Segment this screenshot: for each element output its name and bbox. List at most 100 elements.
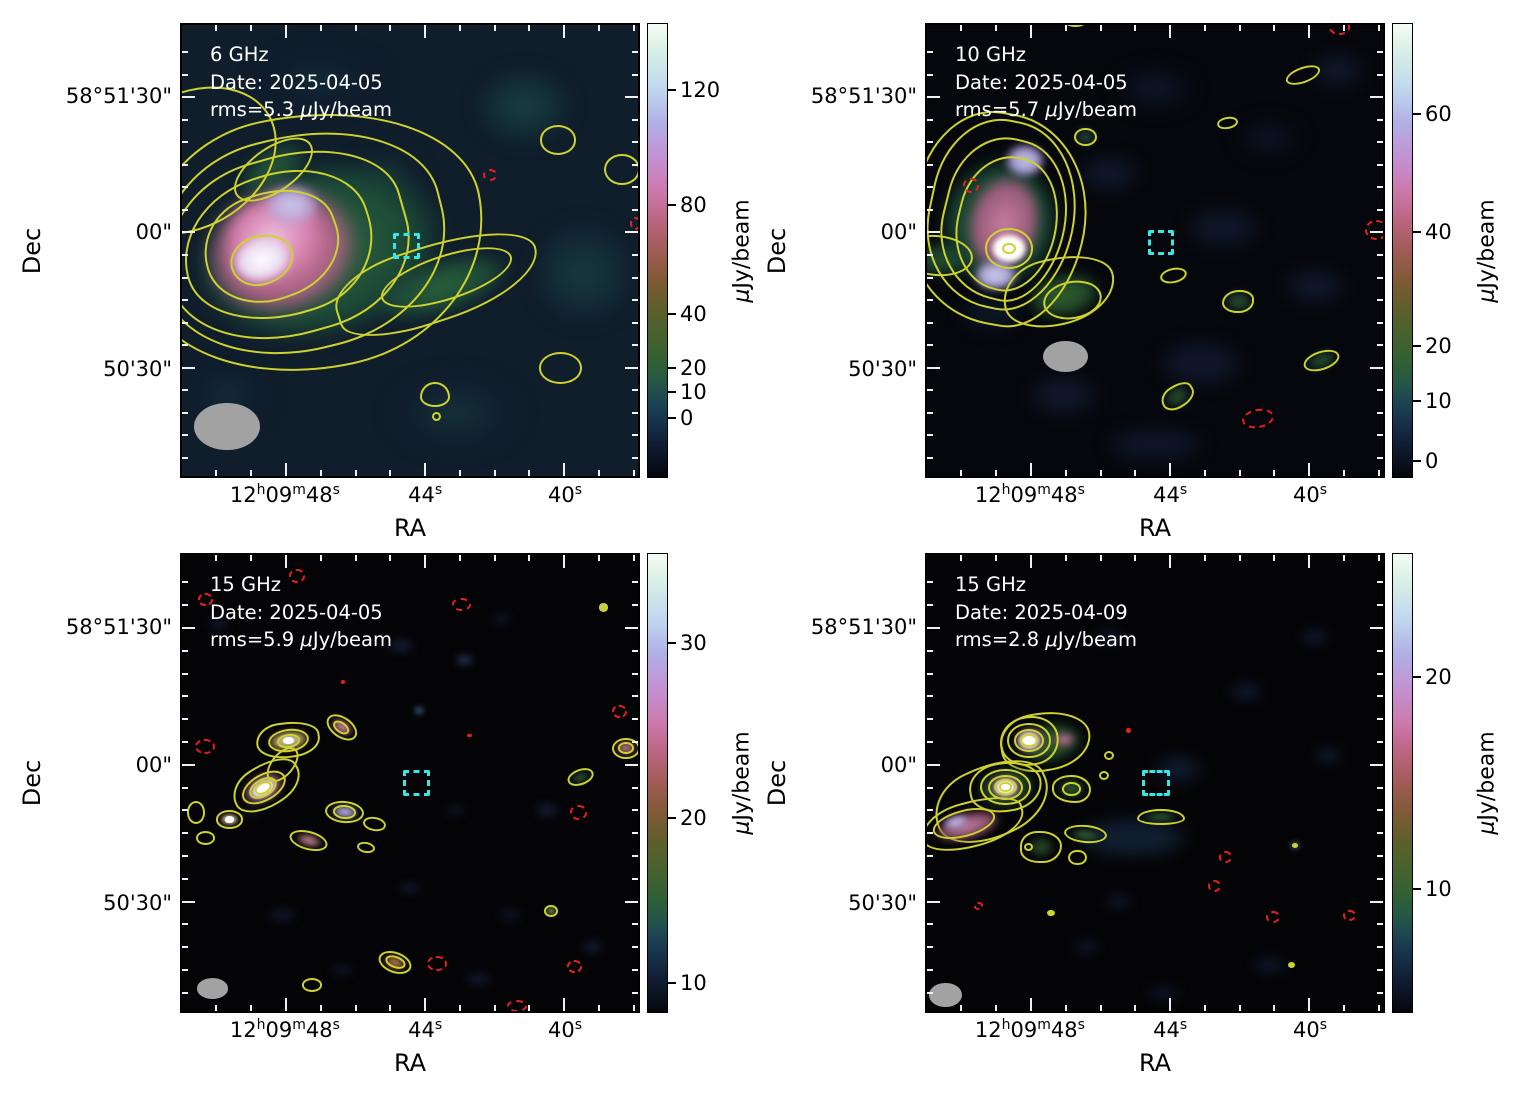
frequency-label: 6 GHz — [210, 43, 269, 66]
contour-ellipse — [988, 774, 1023, 800]
panel-annotation: 15 GHz Date: 2025-04-09 rms=2.8 μJy/beam — [955, 571, 1137, 654]
axis-tick — [1134, 470, 1137, 476]
glow-blob — [1100, 892, 1137, 911]
axis-tick — [597, 25, 600, 31]
axis-tick — [389, 470, 392, 476]
rms-label: rms=5.7 μJy/beam — [955, 98, 1137, 121]
contour-ellipse — [565, 765, 597, 790]
ra-tick-label: 40s — [548, 1017, 583, 1042]
contour-ellipse — [1014, 729, 1044, 752]
axis-tick — [182, 366, 195, 369]
colorbar-tick — [1412, 231, 1421, 234]
axis-tick — [927, 411, 933, 414]
dec-tick-label: 00" — [880, 220, 917, 245]
dec-tick-label: 50'30" — [103, 356, 172, 381]
contour-ellipse — [431, 411, 441, 421]
axis-tick — [1370, 96, 1383, 99]
axis-tick — [182, 389, 188, 392]
axis-tick — [458, 555, 461, 561]
axis-tick — [563, 25, 566, 38]
glow-blob — [254, 178, 328, 233]
date-label: Date: 2025-04-05 — [955, 70, 1128, 94]
axis-tick — [528, 1005, 531, 1011]
axis-tick — [319, 470, 322, 476]
colorbar-tick-label: 10 — [680, 971, 707, 996]
negative-contour-ellipse — [1240, 406, 1276, 431]
axis-tick — [528, 555, 531, 561]
axis-tick — [1238, 1005, 1241, 1011]
axis-tick — [927, 672, 933, 675]
axis-tick — [927, 604, 933, 607]
dec-tick-label: 58°51'30" — [810, 614, 917, 639]
contour-ellipse — [356, 840, 377, 855]
contour-ellipse — [544, 904, 558, 917]
axis-tick — [1377, 141, 1383, 144]
axis-tick — [1377, 208, 1383, 211]
contour-ellipse — [362, 814, 387, 833]
axis-tick — [182, 672, 188, 675]
glow-blob — [1273, 264, 1356, 310]
contour-ellipse — [980, 768, 1031, 806]
dec-tick-label: 00" — [135, 752, 172, 777]
axis-tick — [1377, 434, 1383, 437]
axis-tick — [182, 946, 188, 949]
axis-tick — [1377, 344, 1383, 347]
axis-tick — [215, 1005, 218, 1011]
axis-tick — [1377, 672, 1383, 675]
frequency-label: 15 GHz — [210, 573, 282, 596]
axis-tick — [1273, 1005, 1276, 1011]
ra-tick-label: 12h09m48s — [229, 482, 340, 507]
rms-label: rms=5.9 μJy/beam — [210, 628, 392, 651]
axis-tick — [1377, 832, 1383, 835]
target-box — [403, 770, 431, 796]
glow-blob — [396, 881, 424, 895]
axis-tick — [927, 456, 933, 459]
negative-contour-ellipse — [194, 738, 215, 755]
axis-tick — [424, 463, 427, 476]
axis-tick — [927, 581, 933, 584]
axis-tick — [632, 968, 638, 971]
contour-ellipse — [420, 382, 450, 408]
axis-tick — [1370, 231, 1383, 234]
contour-ellipse — [1002, 242, 1016, 254]
axis-tick — [927, 141, 933, 144]
axis-tick — [1273, 555, 1276, 561]
colorbar-tick-label: 20 — [680, 355, 707, 380]
panel-6ghz: 6 GHz Date: 2025-04-05 rms=5.3 μJy/beam — [180, 23, 640, 478]
axis-tick — [1308, 555, 1311, 568]
axis-tick — [1099, 1005, 1102, 1011]
axis-tick — [284, 555, 287, 568]
ra-tick-label: 44s — [408, 482, 443, 507]
axis-tick — [182, 740, 188, 743]
axis-tick — [927, 208, 933, 211]
dec-tick-label: 50'30" — [103, 890, 172, 915]
axis-tick — [927, 321, 933, 324]
axis-tick — [632, 991, 638, 994]
axis-tick — [424, 25, 427, 38]
axis-tick — [182, 434, 188, 437]
axis-tick — [182, 163, 188, 166]
dec-axis-label: Dec — [763, 759, 791, 807]
axis-tick — [927, 626, 940, 629]
contour-ellipse — [1020, 733, 1039, 748]
axis-tick — [250, 555, 253, 561]
colorbar-tick-label: 120 — [680, 78, 721, 103]
glow-blob — [325, 963, 358, 977]
negative-contour-ellipse — [974, 902, 983, 910]
ra-tick-label: 44s — [408, 1017, 443, 1042]
axis-tick — [632, 118, 638, 121]
axis-tick — [1377, 740, 1383, 743]
point-source-dot — [341, 679, 346, 684]
axis-tick — [1377, 649, 1383, 652]
negative-contour-ellipse — [452, 598, 471, 612]
contour-ellipse — [998, 782, 1013, 793]
axis-tick — [632, 434, 638, 437]
axis-tick — [1377, 946, 1383, 949]
beam-ellipse — [1043, 341, 1088, 372]
axis-tick — [389, 1005, 392, 1011]
axis-tick — [927, 718, 933, 721]
colorbar-tick — [1412, 459, 1421, 462]
axis-tick — [493, 470, 496, 476]
glow-blob — [514, 205, 638, 341]
